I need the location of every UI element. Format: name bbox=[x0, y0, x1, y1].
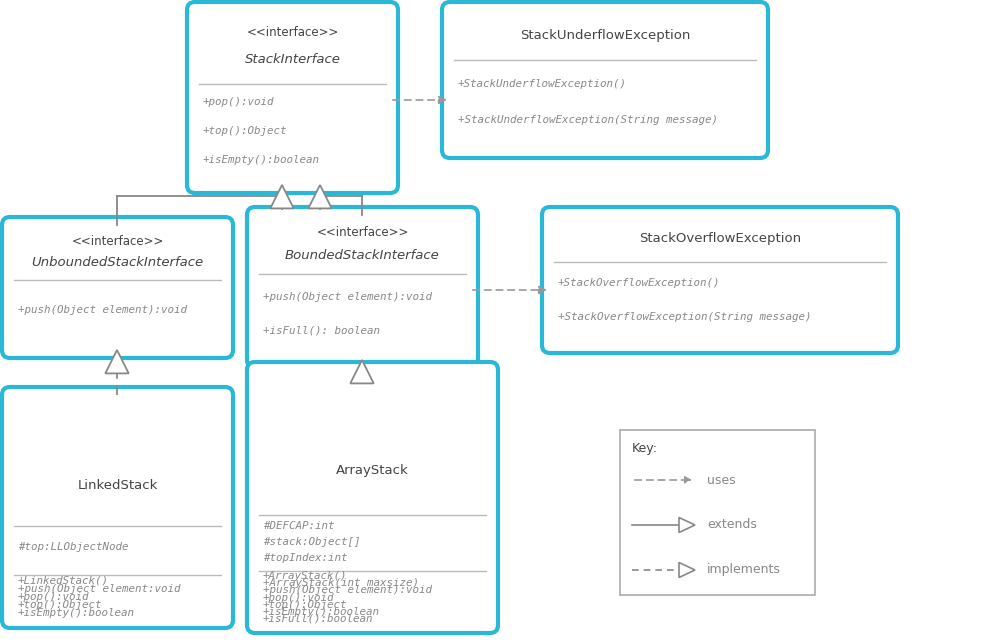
Text: +push(Object element):void: +push(Object element):void bbox=[18, 305, 187, 316]
Text: #top:LLObjectNode: #top:LLObjectNode bbox=[18, 542, 128, 552]
Text: +pop():void: +pop():void bbox=[263, 592, 334, 603]
Polygon shape bbox=[678, 518, 694, 533]
Text: extends: extends bbox=[706, 518, 756, 531]
Text: #DEFCAP:int: #DEFCAP:int bbox=[263, 521, 334, 531]
Text: #stack:Object[]: #stack:Object[] bbox=[263, 537, 360, 547]
FancyBboxPatch shape bbox=[187, 2, 397, 193]
Text: implements: implements bbox=[706, 564, 780, 576]
Text: BoundedStackInterface: BoundedStackInterface bbox=[285, 249, 439, 262]
Text: uses: uses bbox=[706, 473, 735, 486]
Text: +push(Object element):void: +push(Object element):void bbox=[263, 292, 431, 301]
Polygon shape bbox=[350, 360, 373, 383]
FancyBboxPatch shape bbox=[542, 207, 897, 353]
FancyBboxPatch shape bbox=[441, 2, 767, 158]
Text: +push(Object element):void: +push(Object element):void bbox=[263, 585, 431, 595]
Text: <<interface>>: <<interface>> bbox=[246, 26, 338, 39]
Text: +isEmpty():boolean: +isEmpty():boolean bbox=[203, 155, 320, 166]
Text: +top():Object: +top():Object bbox=[18, 600, 102, 610]
Text: +ArrayStack(): +ArrayStack() bbox=[263, 571, 347, 581]
FancyBboxPatch shape bbox=[620, 430, 814, 595]
Text: +StackOverflowException(String message): +StackOverflowException(String message) bbox=[558, 312, 810, 322]
Text: ArrayStack: ArrayStack bbox=[336, 464, 408, 477]
Text: +LinkedStack(): +LinkedStack() bbox=[18, 575, 109, 585]
Text: +isEmpty():boolean: +isEmpty():boolean bbox=[18, 608, 134, 618]
FancyBboxPatch shape bbox=[247, 207, 477, 368]
Text: <<interface>>: <<interface>> bbox=[316, 226, 408, 240]
Text: UnboundedStackInterface: UnboundedStackInterface bbox=[31, 256, 204, 269]
Text: #topIndex:int: #topIndex:int bbox=[263, 553, 347, 563]
Text: +isEmpty():boolean: +isEmpty():boolean bbox=[263, 607, 379, 617]
Text: StackInterface: StackInterface bbox=[245, 53, 340, 66]
Text: StackOverflowException: StackOverflowException bbox=[638, 232, 800, 245]
Text: Key:: Key: bbox=[631, 442, 657, 455]
Text: StackUnderflowException: StackUnderflowException bbox=[520, 29, 689, 42]
Text: +push(Object element:void: +push(Object element:void bbox=[18, 583, 181, 594]
Polygon shape bbox=[308, 185, 331, 209]
Text: +pop():void: +pop():void bbox=[18, 592, 89, 601]
Text: LinkedStack: LinkedStack bbox=[77, 478, 157, 491]
Text: +StackOverflowException(): +StackOverflowException() bbox=[558, 278, 720, 289]
FancyBboxPatch shape bbox=[2, 217, 233, 358]
FancyBboxPatch shape bbox=[2, 387, 233, 628]
Text: +StackUnderflowException(String message): +StackUnderflowException(String message) bbox=[457, 115, 717, 124]
Text: +pop():void: +pop():void bbox=[203, 97, 274, 108]
Polygon shape bbox=[270, 185, 294, 209]
FancyBboxPatch shape bbox=[247, 362, 497, 633]
Polygon shape bbox=[105, 350, 128, 374]
Text: +top():Object: +top():Object bbox=[263, 600, 347, 610]
Text: +StackUnderflowException(): +StackUnderflowException() bbox=[457, 79, 627, 89]
Text: +isFull(): boolean: +isFull(): boolean bbox=[263, 326, 379, 336]
Text: +top():Object: +top():Object bbox=[203, 126, 287, 137]
Polygon shape bbox=[678, 562, 694, 578]
Text: +isFull():boolean: +isFull():boolean bbox=[263, 614, 373, 624]
Text: +ArrayStack(int maxsize): +ArrayStack(int maxsize) bbox=[263, 578, 418, 588]
Text: <<interface>>: <<interface>> bbox=[71, 235, 163, 248]
